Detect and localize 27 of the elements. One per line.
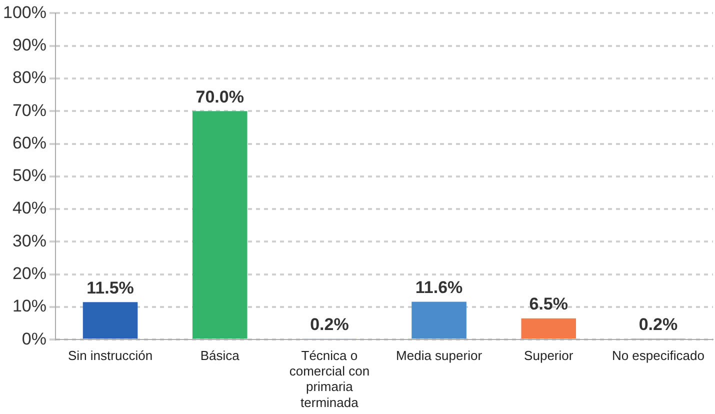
x-tick-label: Superior [524, 348, 574, 363]
x-tick-label: Técnica o comercial con primaria terminada [289, 348, 370, 410]
y-tick-label: 80% [12, 68, 46, 88]
data-label: 70.0% [196, 87, 244, 106]
data-label: 0.2% [638, 315, 678, 334]
y-tick-label: 90% [12, 36, 46, 55]
bar [412, 302, 466, 339]
data-label: 0.2% [310, 315, 349, 334]
data-label: 6.5% [529, 294, 568, 314]
y-tick-label: 0% [22, 329, 46, 348]
bar [82, 302, 138, 339]
y-tick-label: 20% [12, 264, 46, 284]
bar [521, 318, 576, 339]
y-tick-label: 30% [12, 231, 46, 250]
x-tick-label: Media superior [396, 348, 483, 363]
y-tick-label: 70% [12, 100, 46, 120]
x-tick-label: No especificado [612, 348, 704, 363]
data-label: 11.5% [86, 278, 134, 298]
y-tick-label: 100% [2, 2, 46, 22]
y-tick-label: 60% [12, 133, 46, 152]
y-tick-label: 10% [12, 296, 46, 316]
x-tick-label: Sin instrucción [68, 348, 153, 363]
bar [192, 111, 248, 339]
y-tick-label: 40% [12, 198, 46, 218]
data-label: 11.6% [415, 278, 463, 297]
y-tick-label: 50% [12, 166, 46, 186]
x-tick-label: Básica [200, 348, 240, 363]
